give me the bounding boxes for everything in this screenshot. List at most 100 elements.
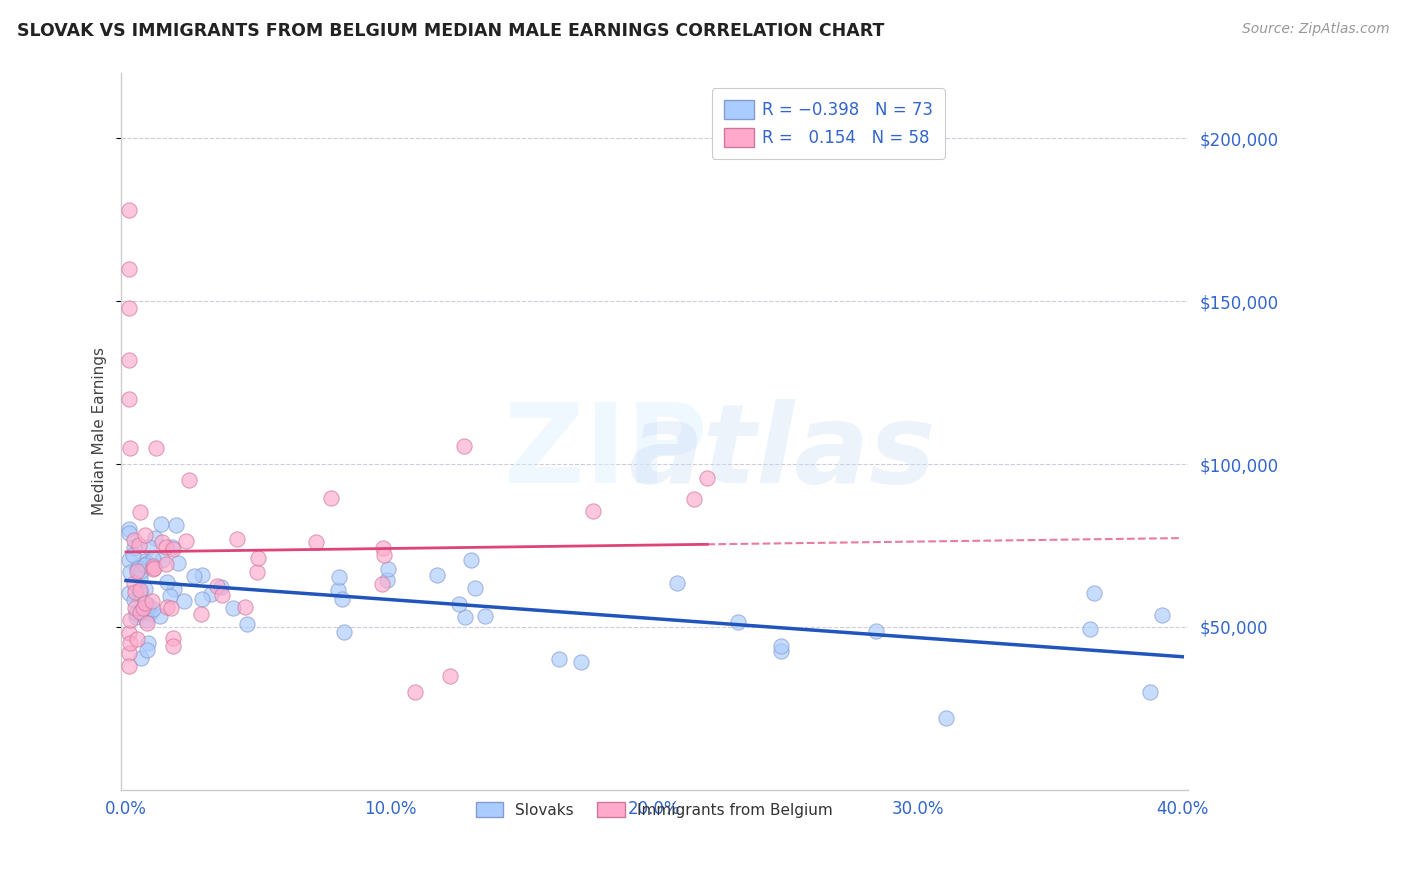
Point	[377, 562, 399, 576]
Text: Source: ZipAtlas.com: Source: ZipAtlas.com	[1241, 22, 1389, 37]
Point	[134, 558, 156, 573]
Point	[142, 559, 165, 574]
Point	[127, 560, 149, 574]
Point	[246, 565, 269, 579]
Point	[162, 541, 184, 556]
Point	[404, 685, 426, 699]
Point	[117, 392, 139, 406]
Point	[136, 615, 159, 630]
Point	[426, 568, 449, 582]
Point	[326, 583, 349, 598]
Point	[474, 608, 496, 623]
Point	[330, 592, 353, 607]
Point	[117, 202, 139, 217]
Point	[117, 646, 139, 660]
Point	[225, 532, 247, 546]
Point	[165, 518, 187, 533]
Point	[135, 613, 157, 627]
Point	[156, 574, 179, 589]
Point	[128, 538, 150, 552]
Point	[117, 352, 139, 367]
Point	[373, 548, 395, 562]
Point	[160, 601, 183, 615]
Point	[132, 601, 155, 615]
Point	[173, 594, 195, 608]
Point	[453, 439, 475, 453]
Point	[162, 632, 184, 646]
Point	[122, 576, 145, 591]
Point	[247, 550, 270, 565]
Point	[142, 562, 165, 576]
Point	[222, 600, 245, 615]
Point	[163, 582, 186, 596]
Point	[125, 610, 148, 624]
Point	[1078, 622, 1101, 636]
Point	[190, 607, 212, 622]
Point	[128, 585, 150, 599]
Point	[136, 556, 159, 570]
Point	[122, 541, 145, 555]
Point	[236, 616, 259, 631]
Point	[321, 491, 343, 506]
Point	[1150, 607, 1173, 622]
Point	[136, 636, 159, 650]
Point	[127, 632, 149, 646]
Point	[205, 579, 228, 593]
Point	[117, 553, 139, 567]
Point	[149, 608, 172, 623]
Point	[125, 561, 148, 575]
Point	[142, 601, 165, 615]
Point	[200, 587, 222, 601]
Point	[156, 599, 179, 614]
Point	[117, 526, 139, 541]
Point	[155, 557, 177, 571]
Point	[159, 589, 181, 603]
Point	[865, 624, 887, 639]
Point	[142, 552, 165, 566]
Point	[581, 504, 603, 518]
Point	[122, 593, 145, 607]
Point	[141, 594, 163, 608]
Point	[136, 598, 159, 612]
Point	[174, 534, 197, 549]
Point	[129, 505, 152, 519]
Point	[191, 568, 214, 582]
Point	[124, 600, 146, 615]
Point	[162, 540, 184, 554]
Point	[548, 652, 571, 666]
Point	[134, 582, 156, 597]
Point	[118, 614, 141, 628]
Point	[118, 636, 141, 650]
Point	[233, 600, 256, 615]
Point	[134, 528, 156, 542]
Point	[125, 607, 148, 621]
Point	[129, 651, 152, 665]
Point	[454, 610, 477, 624]
Point	[135, 642, 157, 657]
Point	[129, 604, 152, 618]
Point	[134, 605, 156, 619]
Point	[371, 577, 394, 591]
Point	[117, 261, 139, 276]
Point	[138, 540, 160, 554]
Point	[375, 573, 398, 587]
Point	[304, 535, 326, 549]
Point	[117, 659, 139, 673]
Point	[464, 582, 486, 596]
Point	[142, 561, 165, 575]
Point	[120, 566, 142, 580]
Y-axis label: Median Male Earnings: Median Male Earnings	[93, 348, 107, 516]
Text: ZIP: ZIP	[505, 400, 707, 507]
Legend: Slovaks, Immigrants from Belgium: Slovaks, Immigrants from Belgium	[468, 794, 841, 825]
Point	[460, 552, 482, 566]
Point	[371, 541, 394, 555]
Point	[120, 441, 142, 455]
Point	[696, 471, 718, 485]
Point	[124, 584, 146, 599]
Point	[122, 533, 145, 547]
Point	[1139, 685, 1161, 699]
Point	[117, 522, 139, 536]
Point	[209, 581, 232, 595]
Point	[727, 615, 749, 629]
Point	[155, 541, 177, 555]
